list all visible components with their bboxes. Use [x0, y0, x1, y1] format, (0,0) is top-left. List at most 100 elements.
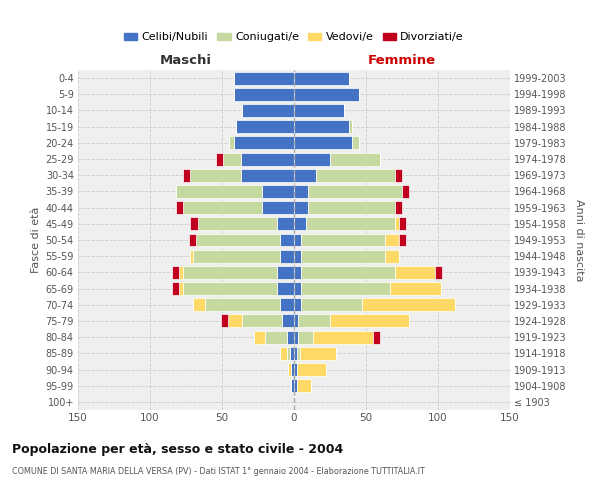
Bar	[294, 379, 297, 392]
Bar	[172, 266, 179, 279]
Y-axis label: Fasce di età: Fasce di età	[31, 207, 41, 273]
Bar	[193, 298, 205, 311]
Bar	[294, 218, 305, 230]
Bar	[228, 314, 242, 328]
Text: Maschi: Maschi	[160, 54, 212, 67]
Bar	[183, 282, 277, 295]
Bar	[294, 185, 308, 198]
Bar	[301, 266, 395, 279]
Text: Popolazione per età, sesso e stato civile - 2004: Popolazione per età, sesso e stato civil…	[12, 442, 343, 456]
Bar	[294, 282, 301, 295]
Bar	[287, 347, 290, 360]
Bar	[435, 266, 442, 279]
Bar	[241, 152, 294, 166]
Bar	[305, 218, 395, 230]
Bar	[294, 314, 298, 328]
Bar	[190, 218, 197, 230]
Bar	[297, 363, 326, 376]
Legend: Celibi/Nubili, Coniugati/e, Vedovi/e, Divorziati/e: Celibi/Nubili, Coniugati/e, Vedovi/e, Di…	[119, 28, 469, 47]
Bar	[297, 347, 300, 360]
Bar	[280, 250, 294, 262]
Bar	[233, 88, 294, 101]
Bar	[242, 104, 294, 117]
Bar	[294, 152, 330, 166]
Bar	[241, 169, 294, 181]
Bar	[229, 136, 233, 149]
Bar	[294, 72, 349, 85]
Bar	[330, 314, 409, 328]
Bar	[294, 266, 301, 279]
Bar	[290, 347, 294, 360]
Bar	[294, 136, 352, 149]
Bar	[294, 104, 344, 117]
Bar	[205, 298, 280, 311]
Bar	[233, 72, 294, 85]
Bar	[349, 120, 352, 133]
Bar	[301, 250, 385, 262]
Bar	[288, 363, 291, 376]
Bar	[280, 347, 287, 360]
Bar	[190, 169, 241, 181]
Bar	[294, 120, 349, 133]
Bar	[301, 282, 391, 295]
Bar	[385, 250, 399, 262]
Bar	[176, 185, 262, 198]
Bar	[291, 379, 294, 392]
Bar	[316, 169, 395, 181]
Bar	[193, 250, 280, 262]
Bar	[330, 152, 380, 166]
Bar	[183, 266, 277, 279]
Bar	[197, 218, 277, 230]
Bar	[395, 169, 402, 181]
Bar	[277, 282, 294, 295]
Bar	[395, 201, 402, 214]
Bar	[176, 201, 183, 214]
Bar	[265, 330, 287, 344]
Bar	[399, 218, 406, 230]
Bar	[294, 201, 308, 214]
Bar	[283, 314, 294, 328]
Bar	[242, 314, 283, 328]
Bar	[300, 347, 336, 360]
Bar	[196, 234, 280, 246]
Bar	[280, 298, 294, 311]
Bar	[308, 185, 402, 198]
Bar	[254, 330, 265, 344]
Bar	[179, 266, 183, 279]
Bar	[294, 298, 301, 311]
Bar	[183, 169, 190, 181]
Bar	[395, 218, 399, 230]
Bar	[223, 152, 241, 166]
Bar	[221, 314, 228, 328]
Y-axis label: Anni di nascita: Anni di nascita	[574, 198, 584, 281]
Text: Femmine: Femmine	[368, 54, 436, 67]
Bar	[294, 250, 301, 262]
Bar	[301, 234, 385, 246]
Bar	[294, 347, 297, 360]
Bar	[216, 152, 223, 166]
Bar	[362, 298, 455, 311]
Text: COMUNE DI SANTA MARIA DELLA VERSA (PV) - Dati ISTAT 1° gennaio 2004 - Elaborazio: COMUNE DI SANTA MARIA DELLA VERSA (PV) -…	[12, 468, 425, 476]
Bar	[385, 234, 399, 246]
Bar	[294, 169, 316, 181]
Bar	[301, 298, 362, 311]
Bar	[277, 266, 294, 279]
Bar	[287, 330, 294, 344]
Bar	[262, 201, 294, 214]
Bar	[233, 136, 294, 149]
Bar	[297, 379, 311, 392]
Bar	[262, 185, 294, 198]
Bar	[373, 330, 380, 344]
Bar	[189, 234, 196, 246]
Bar	[172, 282, 179, 295]
Bar	[294, 88, 359, 101]
Bar	[294, 363, 297, 376]
Bar	[298, 330, 313, 344]
Bar	[183, 201, 262, 214]
Bar	[294, 330, 298, 344]
Bar	[294, 234, 301, 246]
Bar	[277, 218, 294, 230]
Bar	[291, 363, 294, 376]
Bar	[236, 120, 294, 133]
Bar	[298, 314, 330, 328]
